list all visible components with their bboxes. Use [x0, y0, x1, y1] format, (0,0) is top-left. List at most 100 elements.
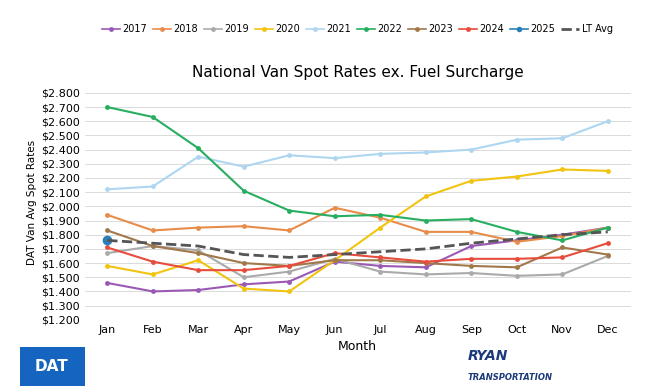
2019: [331, 257, 339, 261]
2021: [376, 152, 384, 156]
2020: [331, 258, 339, 262]
2018: [513, 239, 521, 244]
2019: [558, 272, 566, 277]
LT Avg: [194, 244, 202, 248]
Line: 2019: 2019: [105, 244, 610, 280]
LT Avg: [467, 241, 475, 246]
Legend: 2017, 2018, 2019, 2020, 2021, 2022, 2023, 2024, 2025, LT Avg: 2017, 2018, 2019, 2020, 2021, 2022, 2023…: [98, 20, 617, 38]
2022: [240, 188, 248, 193]
2022: [604, 225, 612, 230]
2017: [513, 238, 521, 243]
2021: [422, 150, 430, 155]
Text: TRANSPORTATION: TRANSPORTATION: [468, 373, 553, 382]
LT Avg: [285, 255, 293, 260]
2023: [103, 228, 111, 233]
2018: [376, 215, 384, 220]
2018: [149, 228, 157, 233]
2021: [285, 153, 293, 158]
2018: [194, 225, 202, 230]
2022: [422, 218, 430, 223]
2021: [240, 164, 248, 169]
2021: [558, 136, 566, 141]
2024: [558, 255, 566, 260]
2022: [331, 214, 339, 219]
2020: [149, 272, 157, 277]
2020: [285, 289, 293, 294]
2020: [103, 264, 111, 268]
Title: National Van Spot Rates ex. Fuel Surcharge: National Van Spot Rates ex. Fuel Surchar…: [192, 66, 523, 80]
2019: [194, 248, 202, 253]
2023: [376, 258, 384, 262]
2024: [422, 259, 430, 264]
2021: [513, 137, 521, 142]
LT Avg: [604, 230, 612, 234]
2017: [240, 282, 248, 287]
LT Avg: [240, 252, 248, 257]
2021: [467, 147, 475, 152]
2023: [513, 265, 521, 269]
2019: [422, 272, 430, 277]
2017: [149, 289, 157, 294]
2017: [467, 244, 475, 248]
2020: [513, 174, 521, 179]
2022: [376, 213, 384, 217]
2023: [331, 258, 339, 262]
2022: [558, 238, 566, 243]
Line: 2021: 2021: [105, 119, 610, 192]
2020: [467, 179, 475, 183]
2024: [194, 268, 202, 273]
2019: [240, 275, 248, 280]
LT Avg: [376, 249, 384, 254]
2024: [240, 268, 248, 273]
2020: [422, 194, 430, 199]
2023: [558, 245, 566, 250]
2018: [103, 213, 111, 217]
Line: 2018: 2018: [105, 205, 610, 244]
2020: [558, 167, 566, 172]
X-axis label: Month: Month: [338, 340, 377, 353]
2023: [240, 261, 248, 266]
LT Avg: [513, 237, 521, 241]
Y-axis label: DAT Van Avg Spot Rates: DAT Van Avg Spot Rates: [27, 140, 36, 265]
2017: [103, 280, 111, 285]
2019: [376, 269, 384, 274]
2017: [422, 265, 430, 269]
LT Avg: [558, 232, 566, 237]
2024: [604, 241, 612, 246]
2024: [376, 255, 384, 260]
2024: [513, 257, 521, 261]
2019: [103, 251, 111, 255]
2022: [467, 217, 475, 222]
2023: [194, 251, 202, 255]
LT Avg: [149, 241, 157, 246]
2017: [376, 264, 384, 268]
Line: 2024: 2024: [105, 241, 610, 273]
2020: [604, 168, 612, 173]
2017: [331, 259, 339, 264]
2017: [194, 288, 202, 292]
2021: [604, 119, 612, 124]
2017: [285, 279, 293, 284]
LT Avg: [103, 238, 111, 243]
2022: [194, 146, 202, 151]
2022: [103, 105, 111, 110]
2023: [149, 244, 157, 248]
2018: [331, 206, 339, 210]
2019: [285, 269, 293, 274]
2019: [467, 271, 475, 275]
Text: RYAN: RYAN: [468, 349, 508, 363]
2019: [604, 254, 612, 258]
2018: [467, 230, 475, 234]
2022: [285, 208, 293, 213]
2021: [103, 187, 111, 191]
2019: [149, 244, 157, 248]
2021: [331, 156, 339, 160]
2018: [422, 230, 430, 234]
2023: [285, 264, 293, 268]
LT Avg: [422, 246, 430, 251]
2020: [240, 286, 248, 291]
Line: 2017: 2017: [105, 225, 610, 294]
2023: [604, 252, 612, 257]
2022: [149, 115, 157, 119]
Line: 2022: 2022: [105, 105, 610, 243]
